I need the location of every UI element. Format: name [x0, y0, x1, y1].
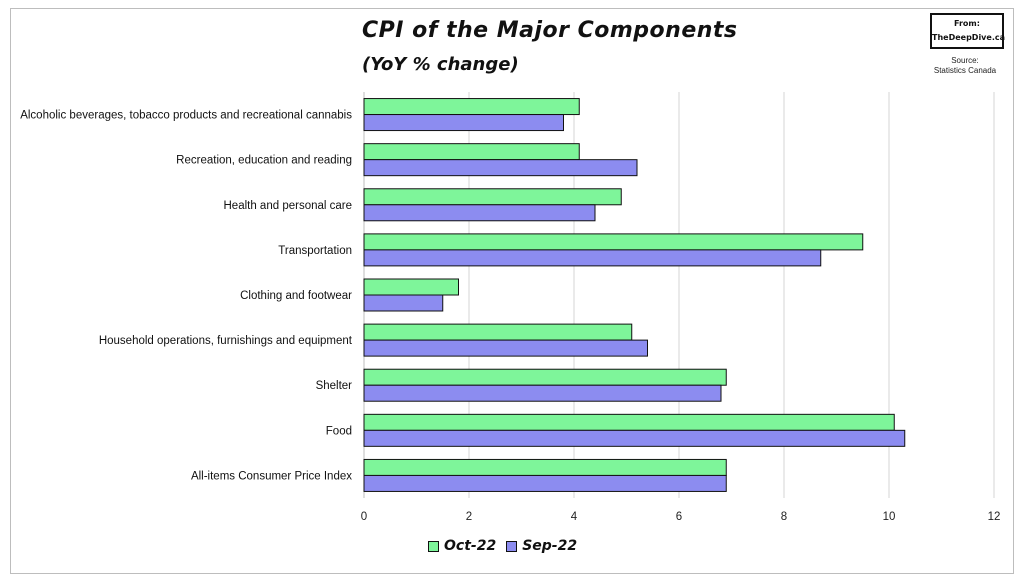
- x-tick-label: 8: [781, 511, 787, 523]
- x-tick-label: 12: [988, 511, 1001, 523]
- bar-sep: [363, 114, 564, 132]
- legend-item-oct: Oct-22: [428, 538, 496, 554]
- x-tick-label: 0: [361, 511, 367, 523]
- category-label: Health and personal care: [224, 200, 353, 212]
- source-name: Statistics Canada: [933, 66, 997, 75]
- legend-swatch-sep: [506, 540, 518, 552]
- category-label: All-items Consumer Price Index: [191, 470, 352, 482]
- x-tick-label: 10: [883, 511, 896, 523]
- category-label: Recreation, education and reading: [176, 155, 352, 167]
- category-label: Household operations, furnishings and eq…: [99, 335, 353, 347]
- legend-item-sep: Sep-22: [506, 538, 577, 554]
- bar-oct: [363, 233, 864, 251]
- legend: Oct-22 Sep-22: [428, 538, 577, 554]
- source-badge: From: TheDeepDive.ca: [930, 13, 1005, 49]
- bar-oct: [363, 368, 727, 386]
- bar-oct: [363, 188, 622, 206]
- category-label: Shelter: [316, 380, 353, 392]
- category-label: Alcoholic beverages, tobacco products an…: [20, 110, 352, 122]
- source-note: Source: Statistics Canada: [920, 56, 1010, 76]
- bar-sep: [363, 249, 822, 267]
- badge-line-from: From:: [954, 19, 980, 28]
- legend-label-sep: Sep-22: [522, 538, 578, 554]
- bar-sep: [363, 159, 638, 177]
- bar-oct: [363, 458, 727, 476]
- bar-sep: [363, 339, 648, 357]
- chart-title: CPI of the Major Components: [362, 18, 738, 43]
- bar-oct: [363, 278, 459, 296]
- bar-sep: [363, 384, 722, 402]
- bar-sep: [363, 294, 444, 312]
- category-label: Transportation: [278, 245, 352, 257]
- bar-sep: [363, 429, 906, 447]
- legend-swatch-oct: [428, 540, 439, 552]
- x-tick-label: 6: [676, 511, 682, 523]
- badge-line-site: TheDeepDive.ca: [932, 33, 1005, 42]
- bar-sep: [363, 204, 596, 222]
- bar-oct: [363, 98, 580, 116]
- category-label: Food: [326, 425, 352, 437]
- bar-sep: [363, 474, 727, 492]
- legend-label-oct: Oct-22: [444, 538, 497, 554]
- chart-subtitle: (YoY % change): [362, 54, 519, 75]
- x-tick-label: 4: [571, 511, 578, 523]
- category-label: Clothing and footwear: [240, 290, 352, 302]
- x-tick-label: 2: [466, 511, 472, 523]
- bar-oct: [363, 143, 580, 161]
- bar-oct: [363, 323, 633, 341]
- bar-oct: [363, 413, 895, 431]
- source-label: Source:: [951, 56, 979, 65]
